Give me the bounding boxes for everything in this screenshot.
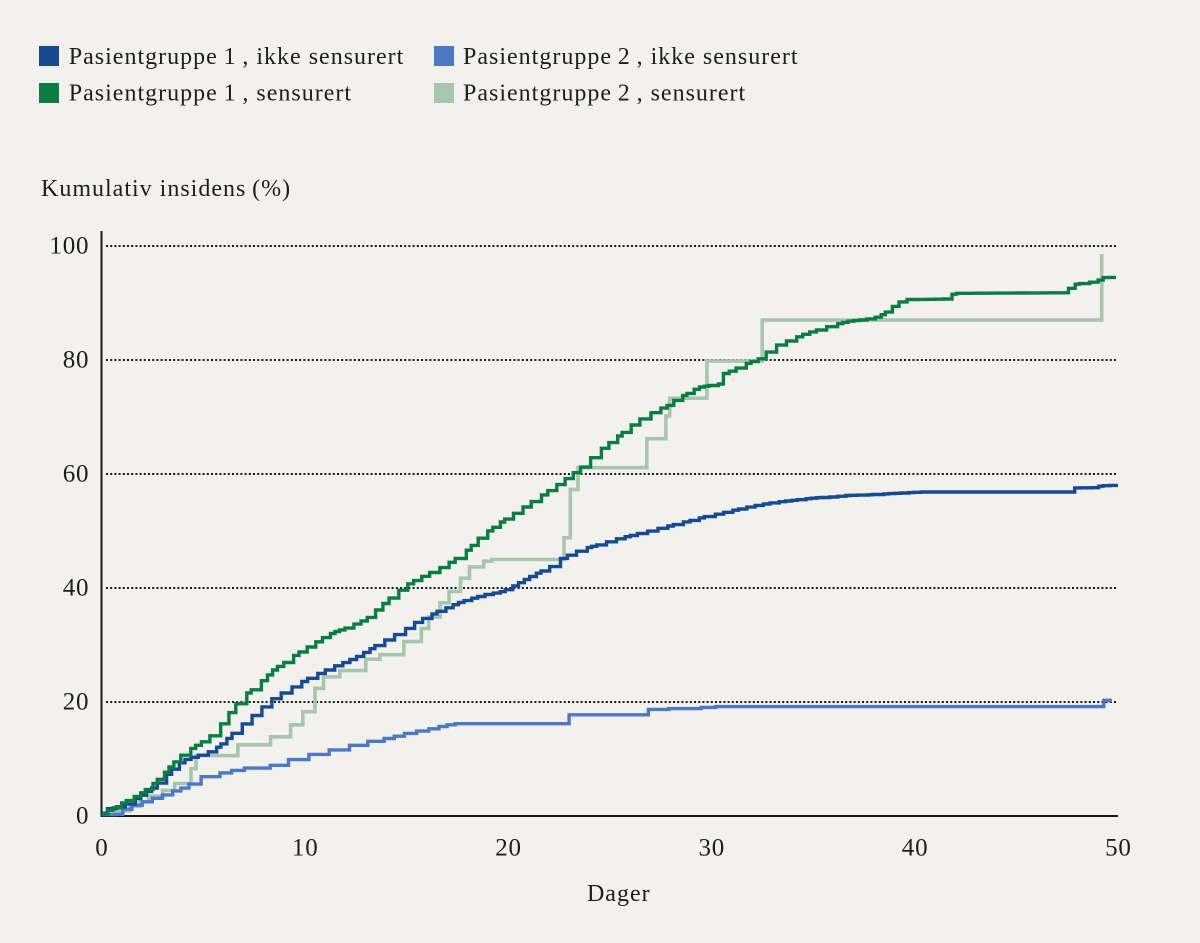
svg-text:Pasientgruppe 2 , sensurert: Pasientgruppe 2 , sensurert [463, 81, 746, 107]
svg-text:30: 30 [698, 834, 725, 861]
svg-text:Pasientgruppe 2 , ikke sensure: Pasientgruppe 2 , ikke sensurert [463, 44, 799, 70]
svg-text:0: 0 [76, 802, 89, 829]
svg-text:40: 40 [902, 834, 929, 861]
svg-text:20: 20 [63, 688, 90, 715]
svg-text:Pasientgruppe 1 , sensurert: Pasientgruppe 1 , sensurert [69, 81, 352, 107]
svg-text:60: 60 [63, 460, 90, 487]
svg-text:50: 50 [1105, 834, 1132, 861]
svg-text:20: 20 [495, 834, 522, 861]
svg-text:0: 0 [95, 834, 108, 861]
svg-text:40: 40 [63, 574, 90, 601]
svg-text:10: 10 [292, 834, 319, 861]
svg-text:100: 100 [49, 232, 89, 259]
svg-text:Dager: Dager [587, 881, 651, 907]
svg-text:Pasientgruppe 1 , ikke sensure: Pasientgruppe 1 , ikke sensurert [69, 44, 405, 70]
svg-text:80: 80 [63, 346, 90, 373]
svg-text:Kumulativ insidens (%): Kumulativ insidens (%) [41, 176, 291, 202]
